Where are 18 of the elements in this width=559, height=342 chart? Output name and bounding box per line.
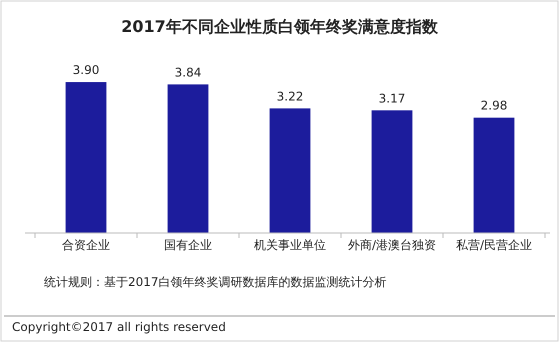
chart-title: 2017年不同企业性质白领年终奖满意度指数 [121,17,439,36]
bar [270,108,310,233]
x-tick-label: 外商/港澳台独资 [348,238,436,252]
data-label: 2.98 [480,98,508,113]
x-tick-label: 国有企业 [164,238,212,252]
data-label: 3.17 [378,91,406,106]
x-tick-label: 合资企业 [62,238,110,252]
data-label: 3.22 [276,89,304,104]
data-label: 3.90 [72,63,100,78]
x-tick-label: 私营/民营企业 [456,238,532,252]
text: 统计规则：基于2017白领年终奖调研数据库的数据监测统计分析 [44,275,387,289]
bar [168,84,208,233]
bar [66,82,106,233]
x-tick-label: 机关事业单位 [254,238,326,252]
text: Copyright©2017 all rights reserved [12,320,226,334]
bar [474,118,514,233]
bar [372,110,412,233]
data-label: 3.84 [174,65,202,80]
